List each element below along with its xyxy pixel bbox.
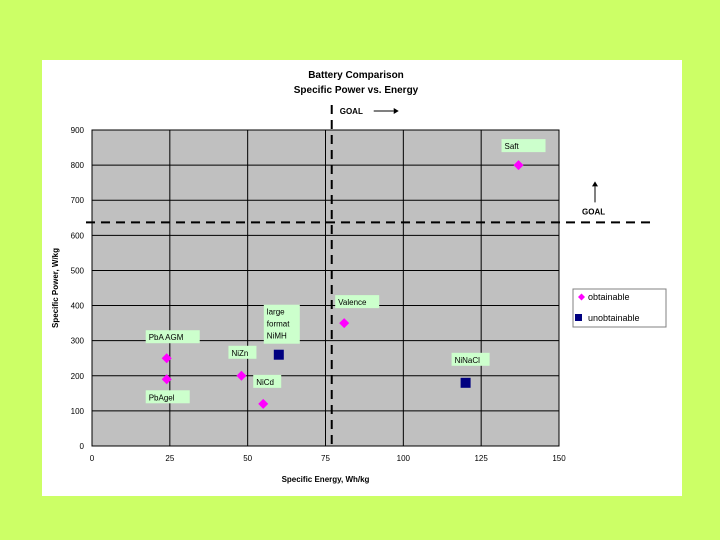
legend-label-obtainable: obtainable [588,292,630,302]
x-tick-label: 100 [397,454,411,463]
point-label-box [263,304,300,344]
x-axis-label: Specific Energy, Wh/kg [282,475,370,484]
data-point-unobtainable-0 [273,349,284,360]
grid-lines [91,129,560,447]
point-label-line: NiMH [267,332,287,341]
data-point-obtainable-3 [161,374,172,385]
point-labels: Saft Valence PbA AGM PbAgel NiZn NiCd large for… [145,139,546,404]
goal-lines: GOAL GOAL [86,105,654,446]
data-points [161,160,524,409]
point-label: large format NiMH [267,308,290,341]
x-tick-label: 50 [243,454,252,463]
y-tick-label: 800 [71,161,85,170]
chart-subtitle: Specific Power vs. Energy [294,85,419,96]
y-tick-label: 600 [71,231,85,240]
data-point-obtainable-1 [339,318,350,329]
data-point-obtainable-2 [161,353,172,364]
legend-marker-unobtainable [575,314,582,321]
x-tick-label: 25 [165,454,174,463]
axis-ticks: 0 100 200 300 400 500 600 700 800 900 0 25 50 75 100 12… [71,126,567,463]
point-label-line: format [267,320,290,329]
point-label: PbAgel [149,393,175,402]
x-tick-label: 75 [321,454,330,463]
legend-marker-obtainable [578,293,585,301]
y-tick-label: 300 [71,337,85,346]
chart-slide: Battery Comparison Specific Power vs. En… [42,60,682,496]
x-tick-label: 0 [90,454,95,463]
y-tick-label: 100 [71,407,85,416]
legend: obtainable unobtainable [572,288,667,328]
data-point-obtainable-4 [236,370,247,381]
legend-label-unobtainable: unobtainable [588,313,640,323]
x-tick-label: 125 [474,454,488,463]
point-label-box [501,139,546,153]
y-tick-label: 400 [71,302,85,311]
point-label: NiZn [231,349,248,358]
point-label: Valence [338,298,367,307]
data-point-obtainable-5 [258,398,269,409]
point-label: PbA AGM [149,333,184,342]
scatter-chart: Battery Comparison Specific Power vs. En… [51,70,667,484]
goal-label-y: GOAL [582,207,605,216]
goal-arrowhead-right [393,108,399,114]
point-label-box [253,374,282,388]
point-label: NiCd [256,378,274,387]
goal-label-x: GOAL [340,107,363,116]
point-label-box [335,295,380,309]
y-tick-label: 700 [71,196,85,205]
point-label-box [145,390,190,404]
x-tick-label: 150 [552,454,566,463]
y-tick-label: 0 [80,442,85,451]
goal-arrowhead-up [592,181,598,187]
chart-title: Battery Comparison [308,70,404,81]
point-label: NiNaCl [455,356,481,365]
y-tick-label: 900 [71,126,85,135]
point-label-box [228,345,257,359]
point-label: Saft [505,142,520,151]
point-label-box [451,352,490,366]
y-axis-label: Specific Power, W/kg [51,248,60,328]
point-label-line: large [267,308,285,317]
y-tick-label: 200 [71,372,85,381]
point-label-box [145,330,200,344]
y-tick-label: 500 [71,266,85,275]
data-point-unobtainable-1 [460,377,471,388]
data-point-obtainable-0 [513,160,524,171]
legend-box [572,288,667,328]
